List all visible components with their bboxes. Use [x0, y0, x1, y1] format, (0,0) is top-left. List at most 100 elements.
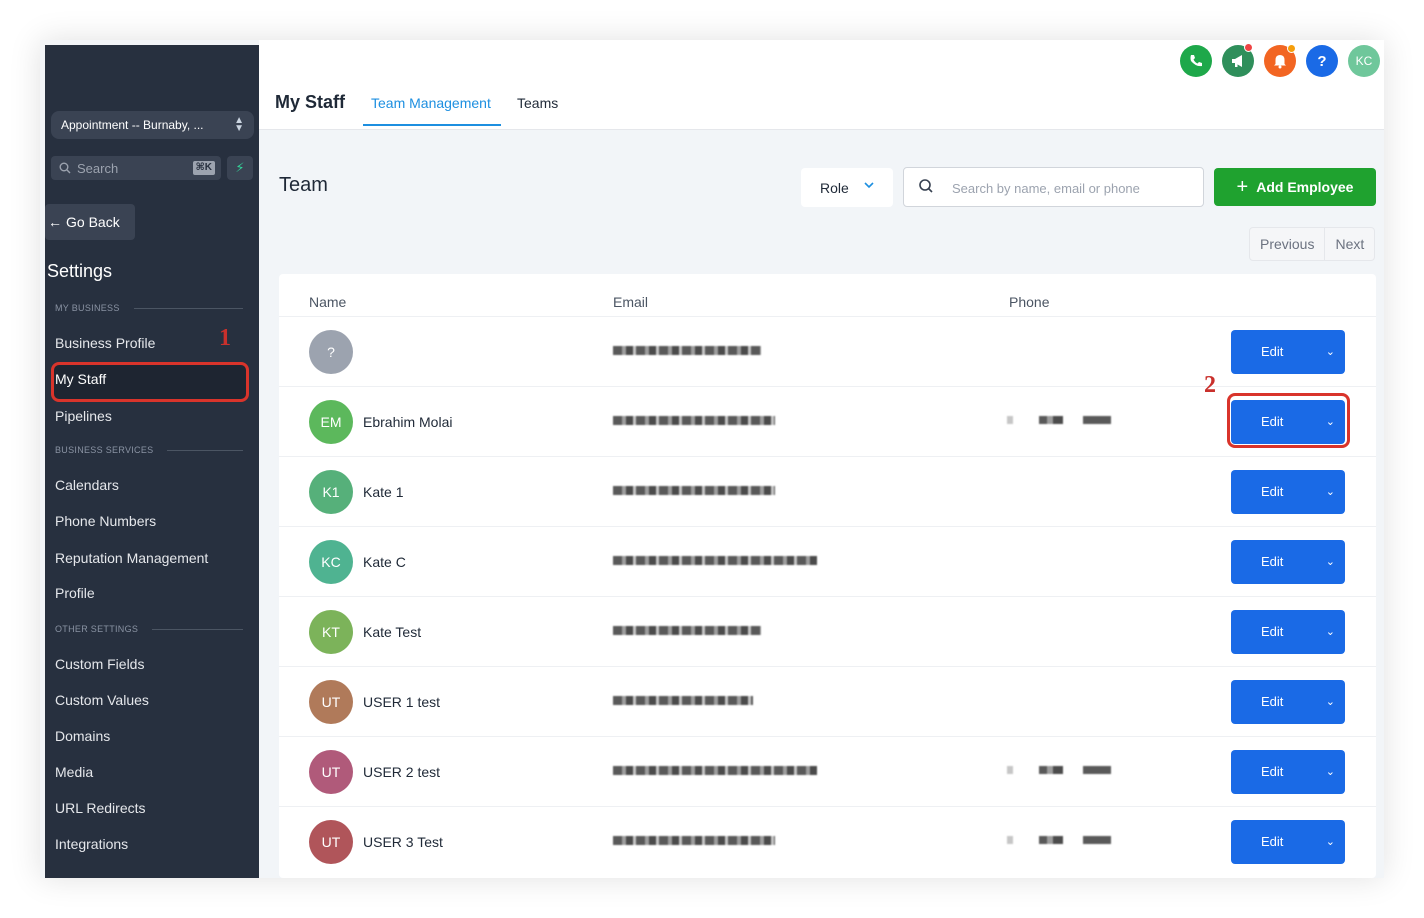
next-page-button[interactable]: Next — [1335, 236, 1365, 252]
tab-teams[interactable]: Teams — [517, 95, 559, 111]
chevron-down-icon[interactable]: ⌄ — [1325, 346, 1335, 358]
avatar: EM — [309, 400, 353, 444]
location-switcher[interactable]: Appointment -- Burnaby, ... ▲ ▼ — [51, 111, 254, 139]
edit-label: Edit — [1261, 414, 1284, 429]
chevron-down-icon[interactable]: ⌄ — [1325, 766, 1335, 778]
megaphone-icon[interactable] — [1222, 43, 1254, 77]
edit-button[interactable]: Edit ⌄ — [1231, 470, 1345, 514]
table-row[interactable]: UT USER 1 test Edit ⌄ — [279, 666, 1376, 736]
staff-name: USER 1 test — [363, 694, 441, 710]
email-redacted — [613, 556, 817, 565]
sidebar-item-custom-values[interactable]: Custom Values — [55, 692, 149, 708]
table-row[interactable]: ? Edit ⌄ — [279, 316, 1376, 386]
bolt-icon[interactable]: ⚡ — [227, 156, 253, 180]
staff-table: Name Email Phone ? Edit ⌄ EM Ebrahim Mola… — [279, 274, 1376, 878]
email-redacted — [613, 486, 775, 495]
tab-team-management[interactable]: Team Management — [371, 95, 491, 111]
sidebar-item-profile[interactable]: Profile — [55, 585, 95, 601]
add-employee-button[interactable]: + Add Employee — [1214, 168, 1376, 206]
chevron-down-icon[interactable]: ⌄ — [1325, 696, 1335, 708]
table-row[interactable]: KC Kate C Edit ⌄ — [279, 526, 1376, 596]
column-header-phone: Phone — [1009, 294, 1050, 310]
phone-redacted — [1007, 416, 1111, 424]
chevron-down-icon[interactable]: ⌄ — [1325, 416, 1335, 428]
edit-label: Edit — [1261, 484, 1284, 499]
chevron-down-icon[interactable]: ⌄ — [1325, 836, 1335, 848]
edit-button[interactable]: Edit ⌄ — [1231, 610, 1345, 654]
edit-button[interactable]: Edit ⌄ — [1231, 680, 1345, 724]
edit-button[interactable]: Edit ⌄ — [1231, 820, 1345, 864]
section-label: OTHER SETTINGS — [55, 624, 139, 634]
sidebar-item-business-profile[interactable]: Business Profile — [55, 335, 156, 351]
staff-name: Kate C — [363, 554, 406, 570]
notification-dot — [1287, 44, 1296, 53]
chevron-down-icon[interactable]: ⌄ — [1325, 626, 1335, 638]
table-row[interactable]: K1 Kate 1 Edit ⌄ — [279, 456, 1376, 526]
chevron-updown-icon: ▲ ▼ — [234, 115, 244, 134]
settings-title: Settings — [47, 261, 113, 281]
user-avatar[interactable]: KC — [1348, 45, 1380, 77]
table-row[interactable]: UT USER 3 Test Edit ⌄ — [279, 806, 1376, 876]
phone-icon[interactable] — [1180, 45, 1212, 77]
help-icon[interactable]: ? — [1306, 45, 1338, 77]
role-filter-dropdown[interactable]: Role — [801, 168, 893, 207]
table-row[interactable]: EM Ebrahim Molai Edit ⌄ — [279, 386, 1376, 456]
staff-name: Kate Test — [363, 624, 422, 640]
section-title: Team — [279, 174, 328, 196]
sidebar-item-url-redirects[interactable]: URL Redirects — [55, 800, 146, 816]
avatar: K1 — [309, 470, 353, 514]
chevron-down-icon[interactable]: ⌄ — [1325, 556, 1335, 568]
phone-redacted — [1007, 766, 1111, 774]
sidebar-search[interactable]: Search ⌘K — [51, 156, 221, 180]
bell-icon[interactable] — [1264, 44, 1296, 77]
sidebar-item-pipelines[interactable]: Pipelines — [55, 408, 112, 424]
staff-search-input[interactable] — [952, 177, 1192, 199]
go-back-button[interactable]: ← Go Back — [45, 204, 135, 240]
plus-icon: + — [1236, 175, 1249, 198]
table-row[interactable]: UT USER 2 test Edit ⌄ — [279, 736, 1376, 806]
annotation-marker-1: 1 — [219, 325, 231, 351]
avatar: ? — [309, 330, 353, 374]
active-tab-indicator — [363, 124, 501, 126]
edit-label: Edit — [1261, 624, 1284, 639]
sidebar-item-calendars[interactable]: Calendars — [55, 477, 119, 493]
edit-label: Edit — [1261, 764, 1284, 779]
highlight-my-staff — [51, 362, 249, 402]
chevron-down-icon — [863, 179, 875, 194]
sidebar-item-domains[interactable]: Domains — [55, 728, 111, 744]
edit-button[interactable]: Edit ⌄ — [1231, 540, 1345, 584]
shortcut-badge: ⌘K — [192, 161, 215, 175]
sidebar-item-media[interactable]: Media — [55, 764, 94, 780]
section-label: BUSINESS SERVICES — [55, 445, 154, 455]
edit-button[interactable]: Edit ⌄ — [1231, 330, 1345, 374]
pagination: Previous Next — [1249, 227, 1376, 261]
sidebar-item-integrations[interactable]: Integrations — [55, 836, 129, 852]
column-header-name: Name — [309, 294, 347, 310]
email-redacted — [613, 836, 775, 845]
column-header-email: Email — [613, 294, 649, 310]
sidebar-item-phone-numbers[interactable]: Phone Numbers — [55, 513, 157, 529]
email-redacted — [613, 766, 817, 775]
staff-name: USER 2 test — [363, 764, 441, 780]
email-redacted — [613, 696, 753, 705]
edit-label: Edit — [1261, 344, 1284, 359]
sidebar-item-my-staff[interactable]: My Staff — [55, 371, 107, 387]
section-label: MY BUSINESS — [55, 303, 120, 313]
avatar: UT — [309, 750, 353, 794]
table-row[interactable]: KT Kate Test Edit ⌄ — [279, 596, 1376, 666]
edit-button[interactable]: Edit ⌄ — [1231, 750, 1345, 794]
phone-redacted — [1007, 836, 1111, 844]
avatar: UT — [309, 820, 353, 864]
email-redacted — [613, 416, 775, 425]
edit-label: Edit — [1261, 834, 1284, 849]
avatar: UT — [309, 680, 353, 724]
edit-button[interactable]: Edit ⌄ — [1231, 400, 1345, 444]
page-title: My Staff — [275, 92, 346, 112]
previous-page-button[interactable]: Previous — [1250, 228, 1326, 260]
app-window: Appointment -- Burnaby, ... ▲ ▼ Search ⌘K… — [40, 40, 1384, 878]
sidebar-item-reputation-management[interactable]: Reputation Management — [55, 550, 209, 566]
notification-dot — [1244, 43, 1253, 52]
chevron-down-icon[interactable]: ⌄ — [1325, 486, 1335, 498]
sidebar-item-custom-fields[interactable]: Custom Fields — [55, 656, 145, 672]
location-label: Appointment -- Burnaby, ... — [61, 118, 204, 132]
